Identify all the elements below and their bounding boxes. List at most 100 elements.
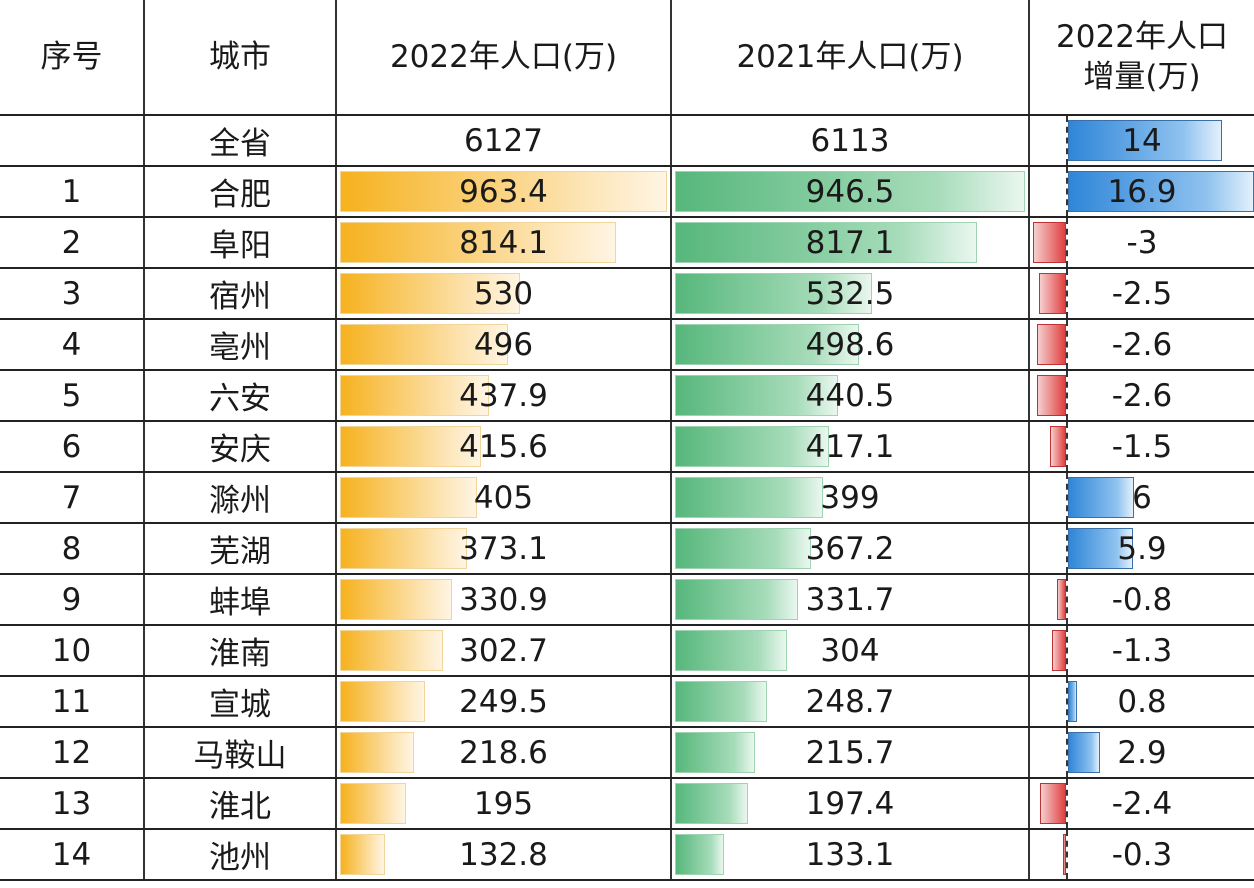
cell-pop-2021: 532.5 (672, 269, 1030, 318)
delta-label: -0.3 (1111, 836, 1173, 873)
cell-delta: 2.9 (1030, 728, 1254, 777)
cell-delta: -2.6 (1030, 320, 1254, 369)
delta-axis (1066, 575, 1068, 624)
table-row: 13 淮北 195 197.4 -2.4 (0, 779, 1254, 830)
pop-2021-bar (675, 477, 823, 518)
header-delta-line2: 增量(万) (1083, 59, 1201, 95)
delta-axis (1066, 524, 1068, 573)
pop-2021-label: 331.7 (805, 581, 895, 618)
cell-pop-2021: 331.7 (672, 575, 1030, 624)
pop-2021-label: 817.1 (805, 224, 895, 261)
cell-city: 马鞍山 (145, 728, 337, 777)
delta-bar (1049, 426, 1066, 467)
pop-2021-bar (675, 375, 838, 416)
delta-label: 0.8 (1117, 683, 1167, 720)
cell-city: 池州 (145, 830, 337, 879)
delta-label: -2.6 (1111, 377, 1173, 414)
cell-pop-2021: 304 (672, 626, 1030, 675)
cell-pop-2022: 963.4 (337, 167, 672, 216)
pop-2022-bar (340, 273, 520, 314)
cell-pop-2021: 417.1 (672, 422, 1030, 471)
table-row: 10 淮南 302.7 304 -1.3 (0, 626, 1254, 677)
delta-axis (1066, 830, 1068, 879)
pop-2021-label: 6113 (810, 122, 890, 159)
cell-index: 2 (0, 218, 145, 267)
pop-2022-label: 6127 (464, 122, 543, 159)
pop-2021-label: 304 (820, 632, 880, 669)
header-city: 城市 (145, 0, 337, 114)
pop-2022-label: 814.1 (459, 224, 548, 261)
delta-bar (1068, 171, 1254, 212)
pop-2021-bar (675, 681, 767, 722)
delta-bar (1038, 273, 1066, 314)
table-row: 6 安庆 415.6 417.1 -1.5 (0, 422, 1254, 473)
pop-2021-bar (675, 426, 830, 467)
pop-2022-label: 302.7 (459, 632, 548, 669)
cell-index: 1 (0, 167, 145, 216)
cell-pop-2021: 248.7 (672, 677, 1030, 726)
pop-2021-bar (675, 834, 725, 875)
cell-pop-2022: 437.9 (337, 371, 672, 420)
cell-city: 淮北 (145, 779, 337, 828)
pop-2021-bar (675, 273, 872, 314)
pop-2022-bar (340, 681, 425, 722)
delta-label: 16.9 (1107, 173, 1177, 210)
pop-2022-bar (340, 222, 617, 263)
pop-2021-bar (675, 732, 755, 773)
table-row: 1 合肥 963.4 946.5 16.9 (0, 167, 1254, 218)
pop-2021-label: 946.5 (805, 173, 895, 210)
cell-pop-2022: 496 (337, 320, 672, 369)
table-row: 9 蚌埠 330.9 331.7 -0.8 (0, 575, 1254, 626)
header-pop-2021: 2021年人口(万) (672, 0, 1030, 114)
pop-2021-bar (675, 528, 811, 569)
delta-bar (1039, 783, 1066, 824)
cell-pop-2022: 405 (337, 473, 672, 522)
cell-delta: 14 (1030, 116, 1254, 165)
pop-2022-bar (340, 171, 667, 212)
cell-delta: 6 (1030, 473, 1254, 522)
cell-index: 13 (0, 779, 145, 828)
table-row: 3 宿州 530 532.5 -2.5 (0, 269, 1254, 320)
cell-index (0, 116, 145, 165)
cell-index: 12 (0, 728, 145, 777)
table-row: 2 阜阳 814.1 817.1 -3 (0, 218, 1254, 269)
cell-pop-2022: 249.5 (337, 677, 672, 726)
cell-index: 8 (0, 524, 145, 573)
cell-pop-2022: 415.6 (337, 422, 672, 471)
cell-index: 5 (0, 371, 145, 420)
cell-delta: 16.9 (1030, 167, 1254, 216)
table-row: 7 滁州 405 399 6 (0, 473, 1254, 524)
cell-pop-2022: 195 (337, 779, 672, 828)
pop-2022-label: 530 (473, 275, 534, 312)
cell-delta: -1.5 (1030, 422, 1254, 471)
cell-city: 全省 (145, 116, 337, 165)
cell-index: 9 (0, 575, 145, 624)
pop-2022-bar (340, 783, 407, 824)
cell-pop-2021: 197.4 (672, 779, 1030, 828)
delta-label: -1.3 (1111, 632, 1173, 669)
pop-2021-bar (675, 324, 860, 365)
cell-pop-2022: 302.7 (337, 626, 672, 675)
cell-pop-2022: 373.1 (337, 524, 672, 573)
cell-delta: -2.6 (1030, 371, 1254, 420)
pop-2021-label: 417.1 (805, 428, 895, 465)
cell-index: 3 (0, 269, 145, 318)
pop-2022-label: 373.1 (459, 530, 548, 567)
table-row: 全省 6127 6113 14 (0, 116, 1254, 167)
pop-2022-label: 437.9 (459, 377, 548, 414)
pop-2022-label: 496 (473, 326, 534, 363)
cell-city: 滁州 (145, 473, 337, 522)
cell-delta: -2.4 (1030, 779, 1254, 828)
delta-bar (1051, 630, 1066, 671)
cell-pop-2021: 440.5 (672, 371, 1030, 420)
delta-bar (1068, 477, 1134, 518)
cell-index: 14 (0, 830, 145, 879)
delta-axis (1066, 728, 1068, 777)
cell-pop-2021: 817.1 (672, 218, 1030, 267)
pop-2021-label: 248.7 (805, 683, 895, 720)
pop-2021-bar (675, 579, 798, 620)
pop-2022-bar (340, 579, 453, 620)
delta-bar (1037, 375, 1066, 416)
delta-label: 2.9 (1117, 734, 1167, 771)
